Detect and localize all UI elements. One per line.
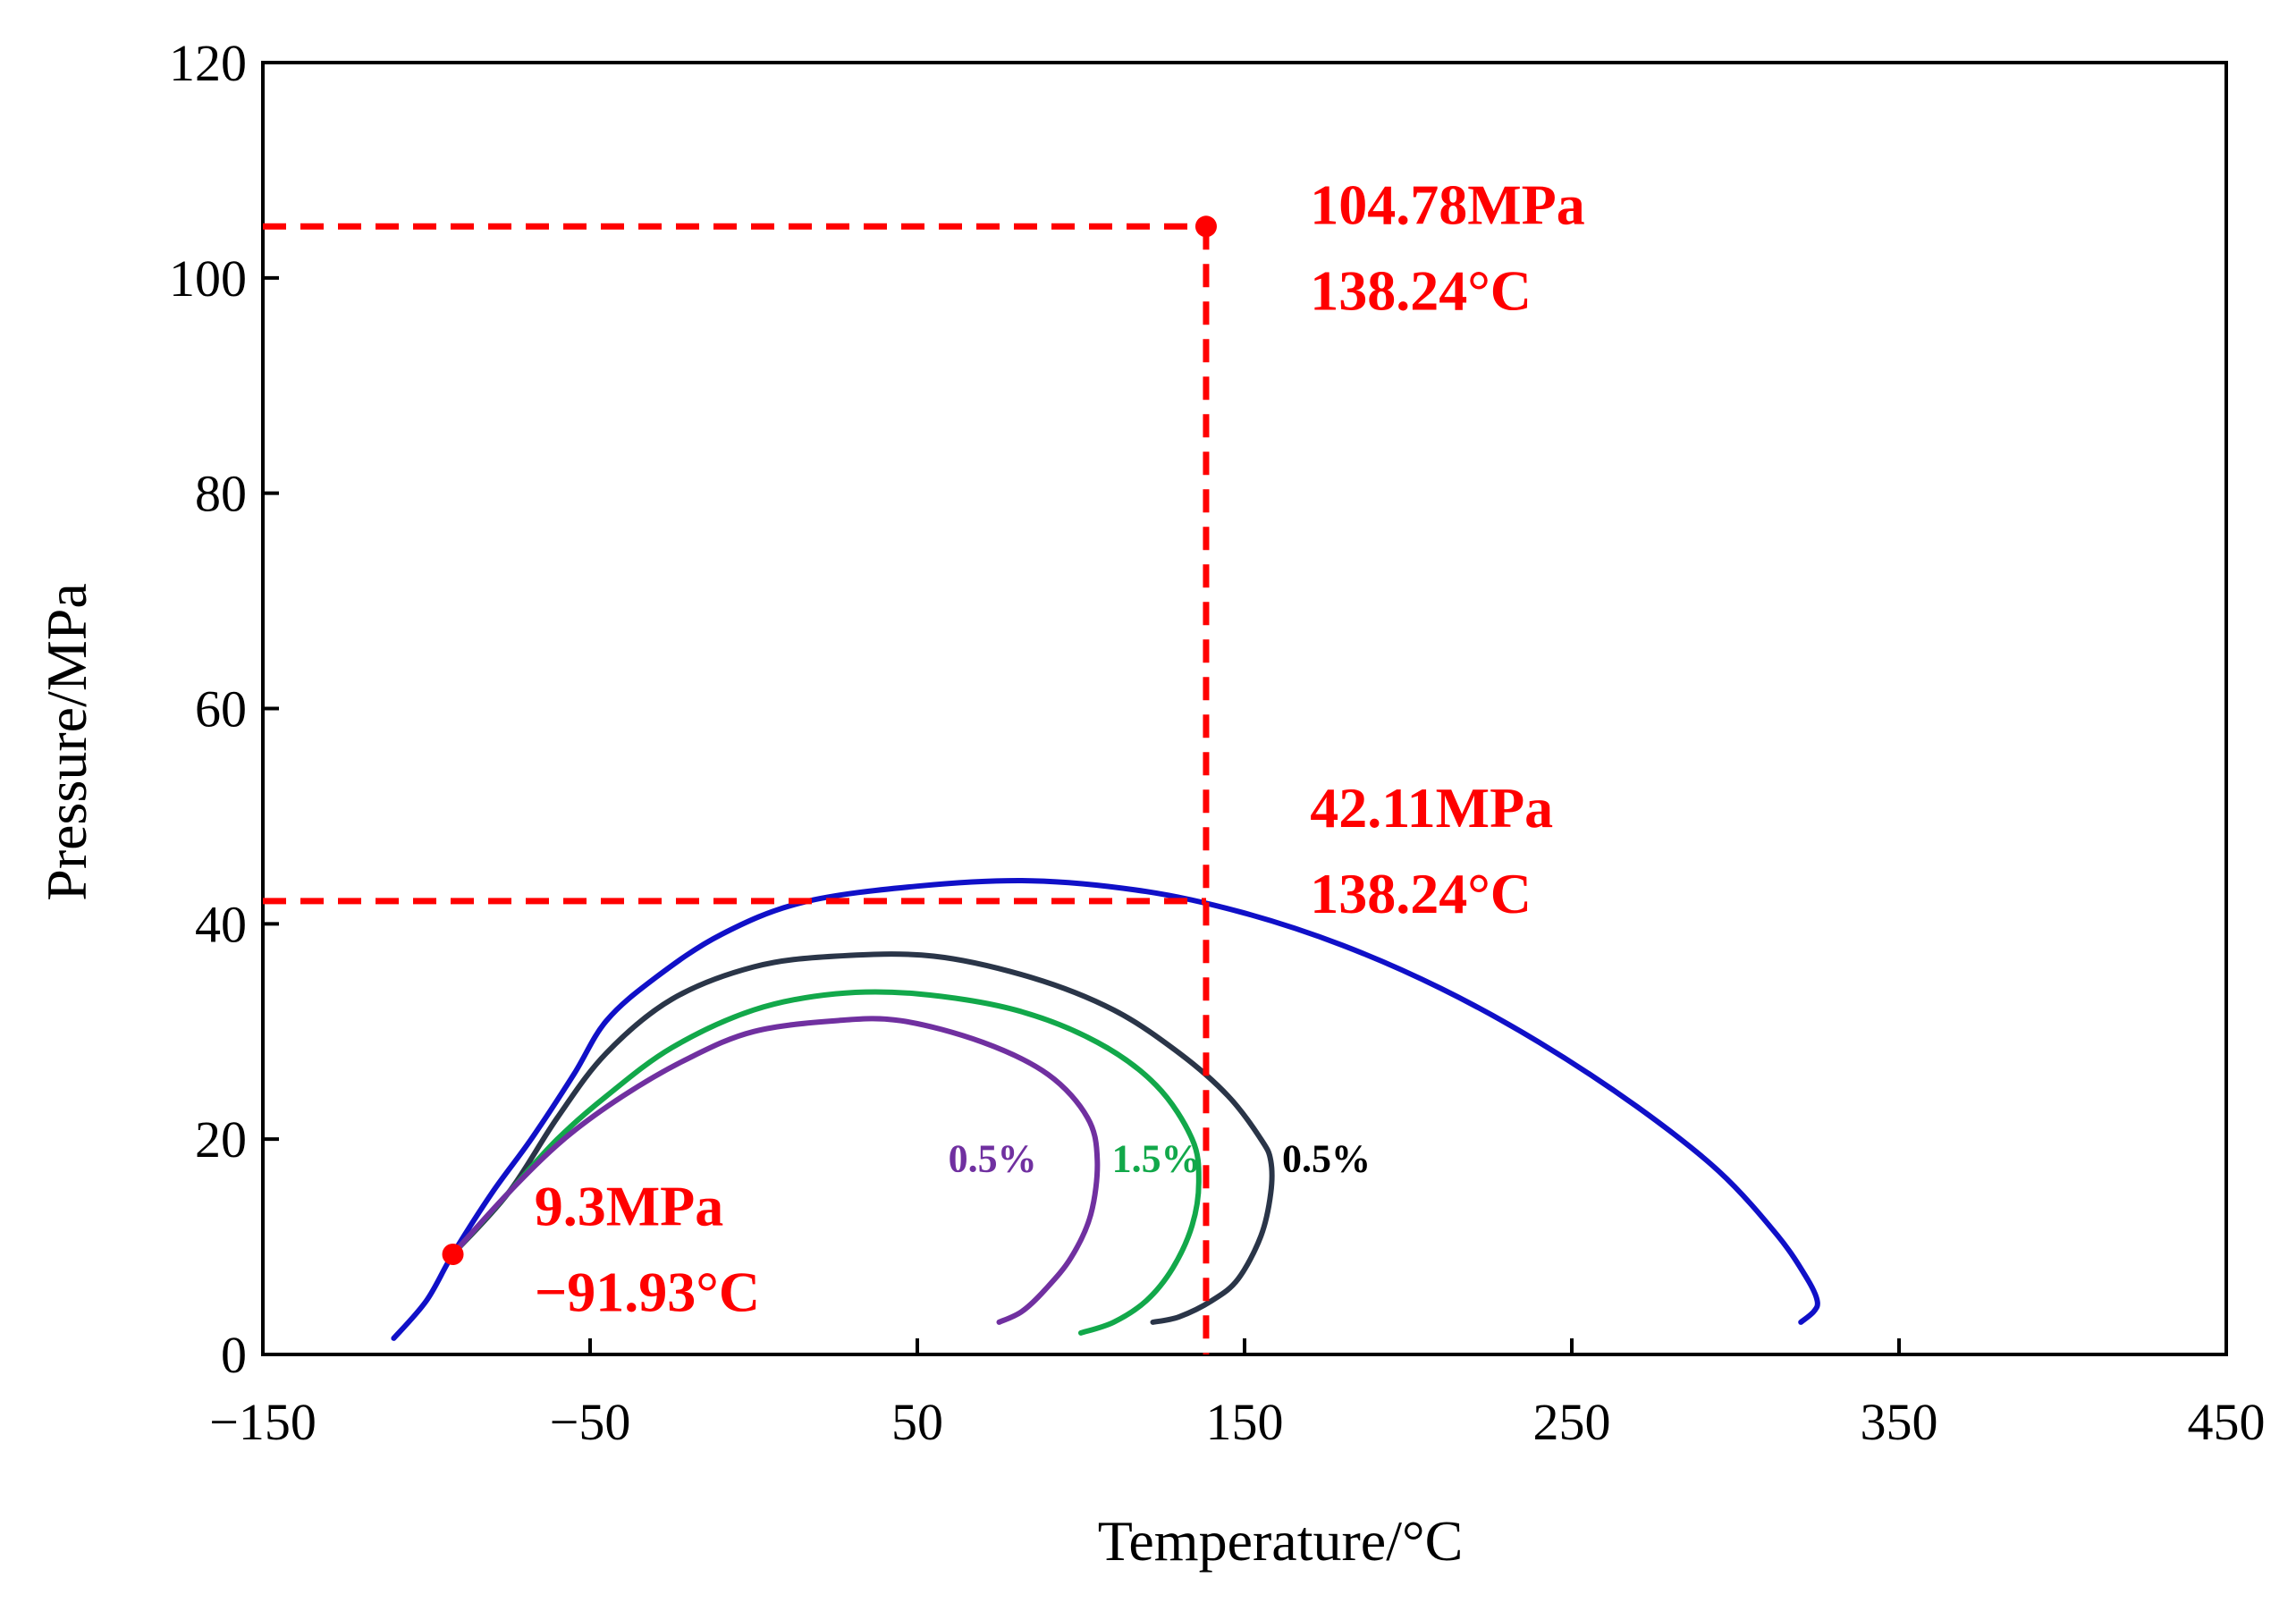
curve-label: 1.5%: [1112, 1136, 1201, 1180]
y-tick-label: 80: [195, 465, 247, 523]
curve-labels: 0.5% 1.5% 0.5%: [949, 1136, 1371, 1180]
y-tick-label: 0: [221, 1326, 247, 1384]
series-line: [450, 951, 1275, 1325]
annotations: 104.78MPa 138.24°C 42.11MPa 138.24°C 9.3MPa −…: [535, 173, 1585, 1324]
annotation-line: 104.78MPa: [1310, 173, 1585, 237]
x-axis-title: Temperature/°C: [1098, 1509, 1464, 1573]
annotation: 9.3MPa −91.93°C: [535, 1175, 760, 1324]
plot-area: [261, 61, 2228, 1356]
point-marker: [1194, 215, 1217, 238]
annotation-line: 42.11MPa: [1310, 776, 1553, 839]
y-tick-label: 60: [195, 680, 247, 738]
y-tick-label: 100: [169, 249, 247, 308]
annotation-line: 138.24°C: [1310, 862, 1532, 925]
reference-lines: [263, 223, 1210, 1354]
annotation: 42.11MPa 138.24°C: [1310, 776, 1553, 925]
x-tick-label: −150: [209, 1393, 317, 1451]
x-tick-label: 50: [891, 1393, 943, 1451]
series-line: [450, 989, 1202, 1336]
y-axis-ticks: 0 20 40 60 80 100 120: [169, 34, 279, 1384]
annotation: 104.78MPa 138.24°C: [1310, 173, 1585, 323]
x-tick-label: 350: [1861, 1393, 1938, 1451]
curve-label: 0.5%: [1282, 1136, 1371, 1180]
curve-label: 0.5%: [949, 1136, 1037, 1180]
annotation-line: 138.24°C: [1310, 259, 1532, 323]
y-tick-label: 40: [195, 895, 247, 953]
phase-curves: [391, 878, 1820, 1341]
y-tick-label: 20: [195, 1110, 247, 1169]
x-axis-ticks: −150 −50 50 150 250 350 450: [209, 1338, 2266, 1451]
series-line: [391, 878, 1820, 1341]
point-marker: [442, 1244, 464, 1266]
y-tick-label: 120: [169, 34, 247, 92]
x-tick-label: 250: [1533, 1393, 1611, 1451]
x-tick-label: 150: [1206, 1393, 1284, 1451]
series-line: [450, 1016, 1101, 1325]
annotation-line: −91.93°C: [535, 1261, 760, 1324]
x-tick-label: −50: [550, 1393, 631, 1451]
annotation-line: 9.3MPa: [535, 1175, 724, 1238]
y-axis-title: Pressure/MPa: [35, 583, 98, 901]
x-tick-label: 450: [2188, 1393, 2266, 1451]
point-markers: [442, 215, 1217, 1266]
